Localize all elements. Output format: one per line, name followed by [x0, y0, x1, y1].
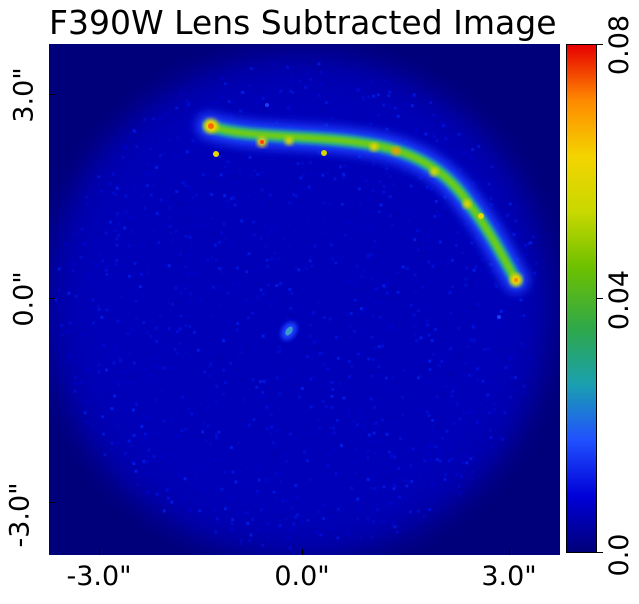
y-tickmark: [49, 94, 55, 95]
colorbar-tickmark: [597, 552, 603, 553]
lens-image-panel: [49, 44, 560, 555]
image-title: F390W Lens Subtracted Image: [49, 3, 557, 42]
x-tick-label: 0.0": [274, 561, 330, 592]
x-tick-label: -3.0": [66, 561, 132, 592]
y-tick-label: 0.0": [8, 271, 40, 327]
colorbar-tickmark: [597, 44, 603, 45]
lens-image: [49, 44, 560, 555]
x-tick-label: 3.0": [481, 561, 537, 592]
x-tickmark: [302, 549, 303, 555]
colorbar: [566, 44, 597, 553]
colorbar-label-mid: 0.04: [604, 269, 635, 331]
y-tickmark: [49, 502, 55, 503]
noise-speckle: [54, 62, 543, 552]
y-tickmark: [49, 298, 55, 299]
colorbar-label-max: 0.08: [604, 14, 635, 76]
y-tick-label: 3.0": [8, 67, 40, 123]
arc-core: [206, 123, 519, 283]
x-tickmark: [99, 549, 100, 555]
y-tick-label: -3.0": [4, 482, 36, 548]
colorbar-label-min: 0.0: [604, 533, 635, 577]
x-tickmark: [509, 549, 510, 555]
colorbar-tickmark: [597, 298, 603, 299]
arc-knots: [204, 119, 522, 286]
